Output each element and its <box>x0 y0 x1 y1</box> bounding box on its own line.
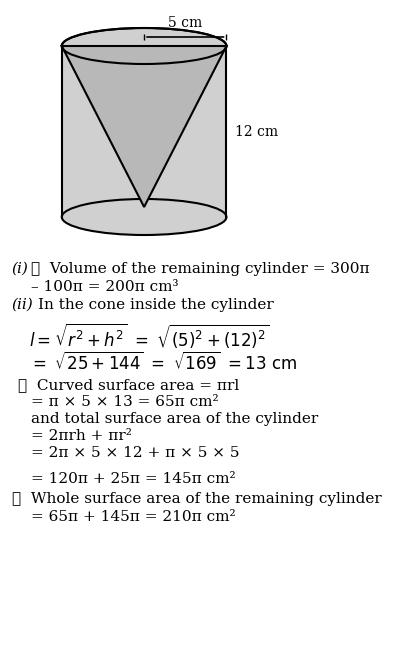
Text: = π × 5 × 13 = 65π cm²: = π × 5 × 13 = 65π cm² <box>31 395 219 409</box>
Text: (i): (i) <box>12 262 28 276</box>
Ellipse shape <box>62 199 226 235</box>
Text: 5 cm: 5 cm <box>168 16 202 30</box>
Text: = 120π + 25π = 145π cm²: = 120π + 25π = 145π cm² <box>31 472 236 486</box>
Text: 12 cm: 12 cm <box>235 124 278 138</box>
Polygon shape <box>62 46 226 217</box>
Text: ∴  Volume of the remaining cylinder = 300π: ∴ Volume of the remaining cylinder = 300… <box>31 262 370 276</box>
Polygon shape <box>62 46 226 207</box>
Text: $=\ \sqrt{25+144}\ =\ \sqrt{169}\ = 13\ \mathrm{cm}$: $=\ \sqrt{25+144}\ =\ \sqrt{169}\ = 13\ … <box>29 352 297 374</box>
Text: – 100π = 200π cm³: – 100π = 200π cm³ <box>31 280 179 294</box>
Text: ∴  Whole surface area of the remaining cylinder: ∴ Whole surface area of the remaining cy… <box>12 492 381 506</box>
Text: = 65π + 145π = 210π cm²: = 65π + 145π = 210π cm² <box>31 510 236 524</box>
Text: In the cone inside the cylinder: In the cone inside the cylinder <box>38 298 274 312</box>
Ellipse shape <box>62 28 226 64</box>
Text: ∴  Curved surface area = πrl: ∴ Curved surface area = πrl <box>18 378 239 392</box>
Text: and total surface area of the cylinder: and total surface area of the cylinder <box>31 412 318 426</box>
Text: $l = \sqrt{r^2 + h^2}\ =\ \sqrt{(5)^2 + (12)^2}$: $l = \sqrt{r^2 + h^2}\ =\ \sqrt{(5)^2 + … <box>29 322 269 352</box>
Text: = 2π × 5 × 12 + π × 5 × 5: = 2π × 5 × 12 + π × 5 × 5 <box>31 446 240 460</box>
Text: = 2πrh + πr²: = 2πrh + πr² <box>31 429 132 443</box>
Text: (ii): (ii) <box>12 298 33 312</box>
